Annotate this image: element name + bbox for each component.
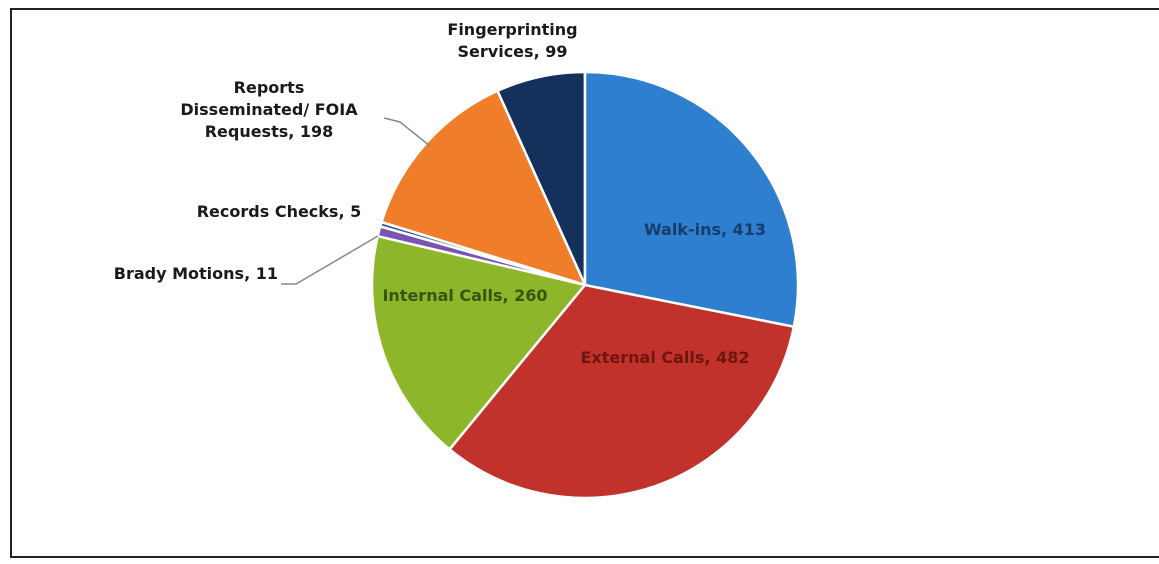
label-name: Brady Motions — [113, 264, 245, 283]
label-name: Records Checks — [196, 202, 339, 221]
label-name: Reports Disseminated/ FOIA Requests — [180, 78, 358, 141]
pie-slice — [447, 283, 796, 500]
label-value: 5 — [350, 202, 362, 221]
data-label: Internal Calls, 260 — [382, 286, 548, 305]
data-label: Records Checks, 5 — [196, 202, 362, 221]
chart-frame — [10, 8, 1159, 558]
data-label: Brady Motions, 11 — [113, 264, 278, 283]
label-name: Walk-ins — [643, 220, 721, 239]
label-value: 260 — [514, 286, 548, 305]
label-name: Fingerprinting Services — [447, 20, 578, 61]
pie-slice — [583, 70, 800, 329]
label-value: 11 — [255, 264, 278, 283]
data-label: Reports Disseminated/ FOIA Requests, 198 — [180, 78, 358, 141]
label-name: Internal Calls — [382, 286, 503, 305]
label-value: 99 — [545, 42, 568, 61]
pie-slice — [370, 234, 588, 452]
pie-slice — [379, 89, 588, 288]
leader-line — [383, 117, 431, 147]
data-label: Fingerprinting Services, 99 — [447, 20, 578, 61]
label-value: 413 — [732, 220, 767, 239]
data-label: External Calls, 482 — [580, 348, 750, 367]
label-value: 198 — [299, 122, 334, 141]
label-name: External Calls — [580, 348, 705, 367]
label-value: 482 — [716, 348, 750, 367]
data-label: Walk-ins, 413 — [643, 220, 767, 239]
leader-line — [281, 235, 379, 285]
